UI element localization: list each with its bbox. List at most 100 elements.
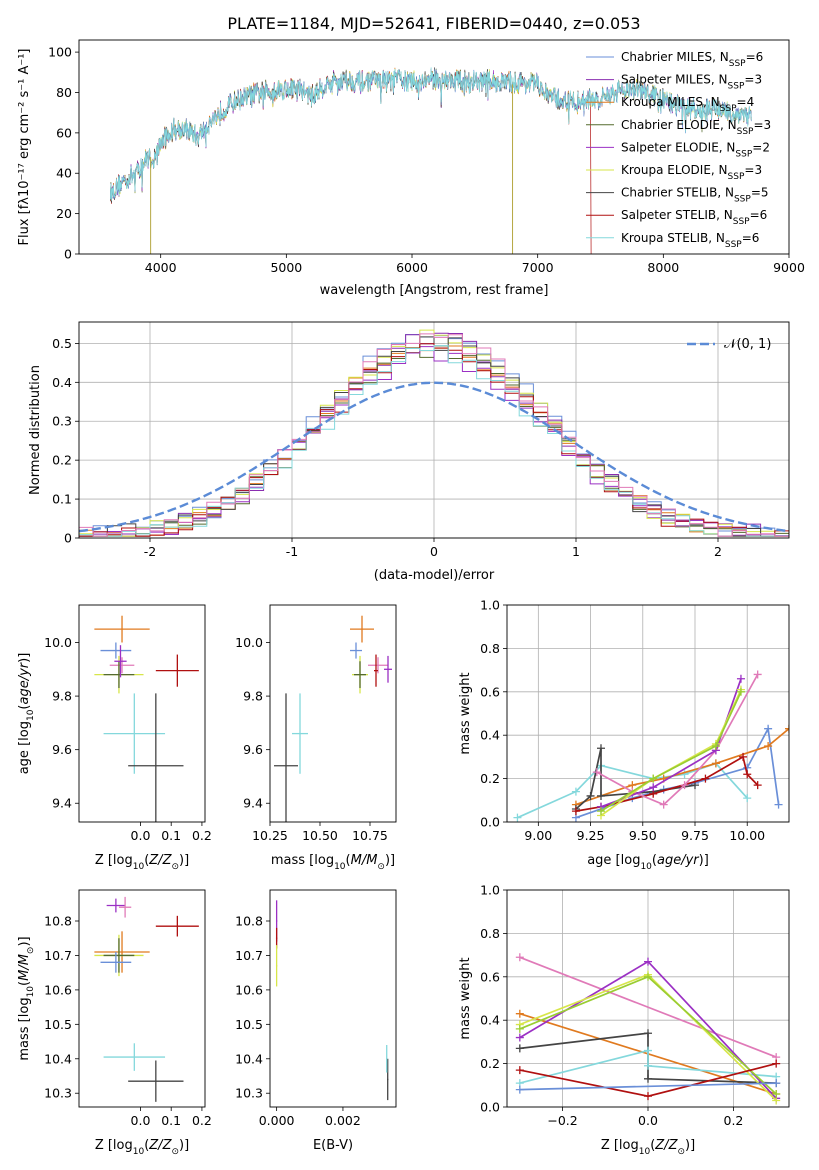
spectrum-line <box>110 68 592 254</box>
x-axis-label: age [log10(age/yr)] <box>587 853 709 872</box>
weight-line <box>600 691 742 812</box>
y-tick-label: 0.0 <box>480 815 500 830</box>
x-tick-label: 0.1 <box>161 1113 181 1128</box>
x-tick-label: 0.0 <box>131 828 151 843</box>
x-tick-label: 0.1 <box>161 828 181 843</box>
weight-marker <box>736 687 745 696</box>
axes-frame <box>506 889 790 1108</box>
axes-frame <box>506 604 790 823</box>
histograms <box>79 329 789 538</box>
histogram-series <box>79 333 789 538</box>
y-tick-label: 10.8 <box>235 914 263 929</box>
x-tick-label: 9.25 <box>577 828 605 843</box>
axes-frame <box>269 604 397 823</box>
y-tick-label: 9.8 <box>243 689 263 704</box>
y-tick-label: 0.1 <box>52 492 72 507</box>
weight-marker <box>772 1059 781 1068</box>
weight-marker <box>711 742 720 751</box>
weight-marker <box>597 744 605 753</box>
weight-marker <box>764 724 773 733</box>
y-tick-label: 0.4 <box>480 1013 500 1028</box>
legend-entry: Kroupa STELIB, NSSP=6 <box>621 231 759 250</box>
weight-marker <box>649 783 658 792</box>
x-tick-label: 10.25 <box>252 828 288 843</box>
x-tick-label: 9.75 <box>681 828 709 843</box>
weight-line <box>519 956 777 1058</box>
weight-marker <box>644 957 652 966</box>
x-tick-label: 9.50 <box>629 828 657 843</box>
legend-entry: Chabrier MILES, NSSP=6 <box>621 50 763 69</box>
x-axis-label: wavelength [Angstrom, rest frame] <box>320 283 549 298</box>
legend-entry: Salpeter ELODIE, NSSP=2 <box>621 140 770 159</box>
weight-line <box>519 1082 777 1091</box>
y-tick-label: 40 <box>56 166 72 181</box>
y-axis-label: mass weight <box>458 957 473 1039</box>
errorbars <box>274 615 392 822</box>
x-tick-label: 1 <box>572 544 580 559</box>
y-tick-label: 9.6 <box>52 742 72 757</box>
mass-vs-Z-panel: 0.0 0.1 0.2 10.3 10.4 10.5 10.6 10.7 10.8 Z [log1… <box>17 889 212 1157</box>
weight-marker <box>680 781 689 790</box>
weight-marker <box>659 800 668 809</box>
weight-marker <box>597 807 605 816</box>
y-tick-label: 0.8 <box>480 926 500 941</box>
x-axis-label: mass [log10(M/M⊙)] <box>271 853 395 872</box>
y-tick-label: 60 <box>56 125 72 140</box>
weight-marker <box>586 791 595 800</box>
y-axis-label: mass weight <box>458 672 473 754</box>
y-tick-label: 0.4 <box>480 728 500 743</box>
y-tick-label: 10.6 <box>235 982 263 997</box>
residuals-panel: -2 -1 0 1 2 0 0.1 0.2 0.3 0.4 0.5 (data-model)/erro… <box>28 321 790 583</box>
weight-marker <box>774 800 783 809</box>
weight-marker <box>711 759 720 768</box>
y-tick-label: 0 <box>64 247 72 262</box>
x-axis-label: (data-model)/error <box>374 568 495 583</box>
x-tick-label: 0.2 <box>192 1113 212 1128</box>
weight-marker <box>515 953 524 962</box>
legend-entry: Salpeter STELIB, NSSP=6 <box>621 208 767 227</box>
x-tick-label: 0.000 <box>259 1113 295 1128</box>
y-tick-label: 9.6 <box>243 742 263 757</box>
axes-frame <box>78 39 790 255</box>
y-tick-label: 9.8 <box>52 689 72 704</box>
weight-marker <box>753 670 762 679</box>
weight-marker <box>515 1066 524 1075</box>
x-tick-label: 0 <box>430 544 438 559</box>
age-vs-mass-panel: 10.25 10.50 10.75 9.4 9.6 9.8 10.0 mass [log10(… <box>235 604 397 872</box>
y-tick-label: 10.4 <box>44 1051 72 1066</box>
legend-entry: Kroupa MILES, NSSP=4 <box>621 95 754 114</box>
axes-frame <box>269 889 397 1108</box>
x-tick-label: 7000 <box>522 260 554 275</box>
mass-vs-EBV-panel: 0.000 0.002 10.3 10.4 10.5 10.6 10.7 10.8 E(B-V) <box>235 889 397 1153</box>
y-axis-label: age [log10(age/yr)] <box>17 653 36 775</box>
weight-vs-age-panel: 9.00 9.25 9.50 9.75 10.00 0.0 0.2 0.4 0.6 0.8 1.0 a… <box>458 598 790 872</box>
y-tick-label: 10.6 <box>44 982 72 997</box>
axes-frame <box>78 604 206 823</box>
y-tick-label: 1.0 <box>480 598 500 613</box>
x-axis-label: Z [log10(Z/Z⊙)] <box>95 853 189 872</box>
x-tick-label: 9.00 <box>524 828 552 843</box>
weight-marker <box>644 1046 652 1055</box>
y-tick-label: 0 <box>64 531 72 546</box>
y-tick-label: 0.8 <box>480 641 500 656</box>
x-tick-label: 0.2 <box>192 828 212 843</box>
y-tick-label: 9.4 <box>52 796 72 811</box>
age-vs-Z-panel: 0.0 0.1 0.2 9.4 9.6 9.8 10.0 Z [log10(Z/Z⊙)] age… <box>17 604 212 872</box>
weight-marker <box>743 794 752 803</box>
weight-marker <box>571 807 580 816</box>
errorbars <box>275 900 389 1101</box>
x-tick-label: 10.75 <box>352 828 388 843</box>
weight-line <box>600 689 742 817</box>
weight-marker <box>764 742 773 751</box>
weight-line <box>519 1049 777 1084</box>
y-axis-label: Normed distribution <box>28 365 43 495</box>
x-axis-label: Z [log10(Z/Z⊙)] <box>95 1138 189 1157</box>
legend-entry: Kroupa ELODIE, NSSP=3 <box>621 163 762 182</box>
axes-frame <box>78 321 790 539</box>
weight-marker <box>743 770 752 779</box>
axes-frame <box>78 889 206 1108</box>
y-axis-label: mass [log10(M/M⊙)] <box>17 936 36 1060</box>
legend-entry: Chabrier STELIB, NSSP=5 <box>621 186 769 205</box>
weight-marker <box>753 781 762 790</box>
y-tick-label: 0.2 <box>480 771 500 786</box>
